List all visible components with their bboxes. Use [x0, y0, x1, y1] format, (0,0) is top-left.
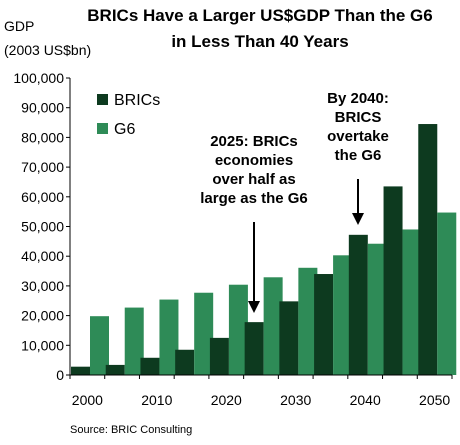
x-tick-label: 2040	[350, 392, 381, 408]
legend-swatch-brics	[97, 94, 108, 105]
y-tick-label: 70,000	[21, 159, 64, 175]
y-tick-label: 10,000	[21, 337, 64, 353]
x-tick-label: 2000	[72, 392, 103, 408]
bar-brics-2030	[279, 301, 299, 375]
bar-brics-2050	[418, 124, 438, 375]
y-tick-label: 50,000	[21, 219, 64, 235]
bar-g6-2005	[124, 307, 144, 375]
annotation-arrow-head	[352, 213, 364, 225]
y-tick-label: 30,000	[21, 278, 64, 294]
x-tick-label: 2050	[419, 392, 450, 408]
chart-title-line1: BRICs Have a Larger US$GDP Than the G6	[87, 6, 433, 25]
bar-brics-2045	[383, 186, 403, 375]
bar-g6-2050	[437, 212, 457, 375]
annotation-text: 2025: BRICs	[210, 133, 298, 150]
y-tick-label: 40,000	[21, 248, 64, 264]
bar-g6-2035	[333, 255, 353, 375]
bar-brics-2010	[140, 357, 160, 375]
annotation-text: over half as	[212, 171, 295, 188]
y-tick-label: 90,000	[21, 100, 64, 116]
annotation-text: economies	[215, 152, 293, 169]
annotation-text: large as the G6	[200, 190, 308, 207]
source-note: Source: BRIC Consulting	[70, 424, 193, 436]
bar-g6-2000	[90, 316, 109, 375]
bar-g6-2020	[228, 284, 248, 375]
bar-brics-2035	[314, 274, 334, 375]
bar-brics-2025	[244, 322, 264, 375]
y-tick-label: 0	[56, 367, 64, 383]
bar-g6-2015	[194, 292, 214, 375]
bar-g6-2045	[402, 229, 422, 375]
y-tick-label: 60,000	[21, 189, 64, 205]
legend-label-brics: BRICs	[114, 92, 160, 109]
y-tick-label: 20,000	[21, 308, 64, 324]
y-axis-label-line1: GDP	[4, 18, 35, 34]
legend-label-g6: G6	[114, 121, 135, 138]
chart-title-line2: in Less Than 40 Years	[171, 32, 349, 51]
annotation-arrow-head	[248, 301, 260, 313]
bar-brics-2020	[209, 337, 229, 375]
bar-brics-2040	[348, 234, 368, 375]
bar-g6-2040	[367, 243, 387, 375]
y-tick-label: 100,000	[13, 70, 64, 86]
x-tick-label: 2020	[211, 392, 242, 408]
bar-brics-2015	[175, 349, 195, 375]
bar-brics-2000	[71, 366, 90, 375]
annotation-text: BRICS	[335, 109, 382, 126]
annotation-text: the G6	[335, 147, 382, 164]
bar-g6-2025	[263, 277, 283, 375]
annotation-text: overtake	[327, 128, 389, 145]
bar-brics-2005	[105, 364, 125, 375]
x-tick-label: 2010	[141, 392, 172, 408]
annotation-text: By 2040:	[327, 90, 389, 107]
bar-g6-2010	[159, 299, 179, 375]
y-tick-label: 80,000	[21, 129, 64, 145]
legend-swatch-g6	[97, 123, 108, 134]
y-axis-label-line2: (2003 US$bn)	[4, 42, 92, 58]
x-tick-label: 2030	[280, 392, 311, 408]
bar-g6-2030	[298, 267, 318, 375]
